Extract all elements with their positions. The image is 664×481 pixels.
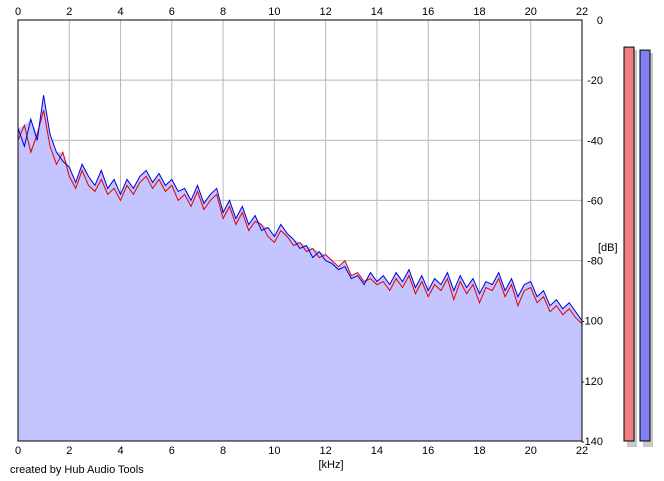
right-level-meter [639,49,651,442]
x-tick-label-top: 4 [117,6,123,18]
x-tick-label-top: 0 [15,6,21,18]
x-tick-label-top: 18 [473,6,485,18]
x-tick-label-bottom: 4 [117,445,123,457]
x-tick-label-top: 6 [169,6,175,18]
x-tick-label-top: 16 [422,6,434,18]
x-axis-label: [kHz] [318,459,343,471]
y-tick-label: 0 [597,15,603,27]
y-tick-label: -120 [581,376,603,388]
y-tick-label: -60 [587,195,603,207]
x-tick-label-bottom: 18 [473,445,485,457]
credit-text: created by Hub Audio Tools [10,464,144,476]
x-tick-label-top: 20 [525,6,537,18]
y-tick-label: -40 [587,135,603,147]
x-tick-label-bottom: 14 [371,445,383,457]
y-tick-label: -20 [587,75,603,87]
x-tick-label-top: 2 [66,6,72,18]
x-tick-label-bottom: 22 [576,445,588,457]
plot-border [17,19,583,442]
level-meters [623,46,653,448]
y-axis-label: [dB] [598,242,618,254]
x-tick-label-bottom: 0 [15,445,21,457]
spectrum-fill-area [18,95,582,441]
x-tick-label-bottom: 8 [220,445,226,457]
x-tick-label-top: 14 [371,6,383,18]
x-tick-label-bottom: 20 [525,445,537,457]
y-tick-label: -100 [581,316,603,328]
x-tick-labels-top: 0 2 4 6 8 10 12 14 16 18 20 22 [15,6,588,18]
x-tick-labels-bottom: 0 2 4 6 8 10 12 14 16 18 20 22 [15,445,588,457]
x-tick-label-top: 12 [320,6,332,18]
x-tick-label-bottom: 6 [169,445,175,457]
y-tick-label: -80 [587,256,603,268]
y-tick-label: -140 [581,436,603,448]
x-tick-label-bottom: 12 [320,445,332,457]
x-tick-label-top: 22 [576,6,588,18]
series-layer [17,95,583,325]
series-line-2 [17,95,583,321]
y-tick-labels: 0 -20 -40 -60 -80 -100 -120 -140 [581,15,603,448]
x-tick-label-bottom: 2 [66,445,72,457]
series-line-1 [17,110,583,325]
left-level-meter [623,46,635,442]
x-tick-label-top: 8 [220,6,226,18]
x-tick-label-top: 10 [268,6,280,18]
x-tick-label-bottom: 10 [268,445,280,457]
x-tick-label-bottom: 16 [422,445,434,457]
